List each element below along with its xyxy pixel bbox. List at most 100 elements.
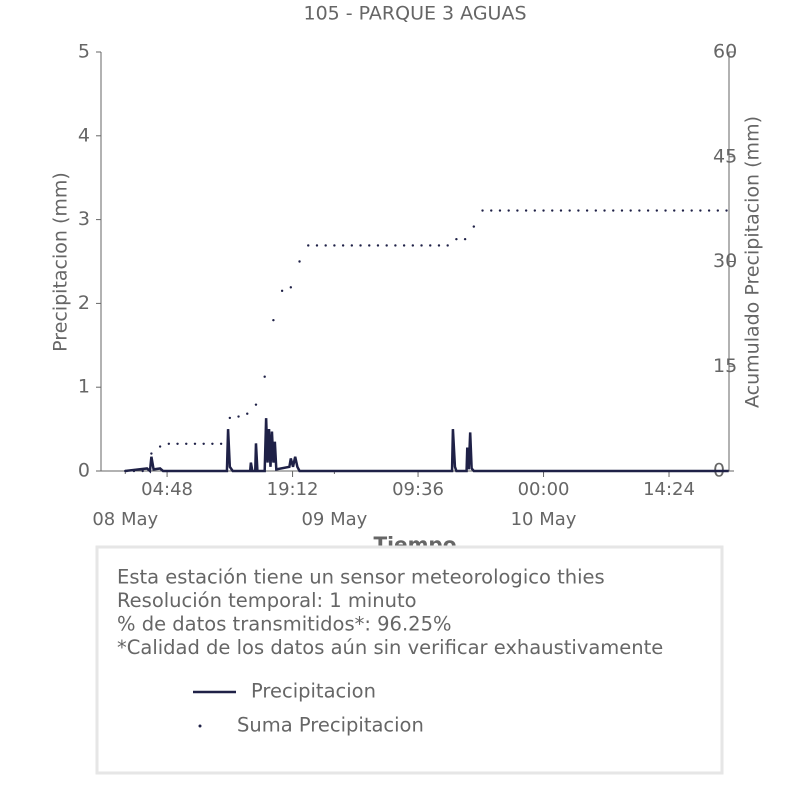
legend-label: Precipitacion xyxy=(251,680,376,703)
cumulative-dot xyxy=(341,244,345,247)
cumulative-dot xyxy=(664,209,667,212)
cumulative-dot xyxy=(446,244,449,247)
cumulative-dot xyxy=(246,412,249,415)
x-date-label: 09 May xyxy=(301,509,367,530)
y2-tick-label: 30 xyxy=(713,250,737,272)
cumulative-dot xyxy=(376,244,380,247)
cumulative-dot xyxy=(516,209,519,212)
cumulative-dot xyxy=(315,244,319,247)
cumulative-dot xyxy=(429,244,432,247)
cumulative-dot xyxy=(463,237,467,241)
cumulative-dot xyxy=(699,209,702,212)
cumulative-dot xyxy=(612,209,615,212)
cumulative-dot xyxy=(359,244,362,247)
chart-title: 105 - PARQUE 3 AGUAS xyxy=(303,3,526,25)
cumulative-dot xyxy=(202,442,205,445)
info-line: Resolución temporal: 1 minuto xyxy=(117,589,417,612)
cumulative-dot xyxy=(185,442,188,445)
cumulative-dot xyxy=(272,318,275,322)
cumulative-dot xyxy=(707,209,711,212)
y-tick-label: 3 xyxy=(78,208,90,230)
cumulative-dot xyxy=(385,244,388,247)
cumulative-dot xyxy=(211,442,214,445)
cumulative-dot xyxy=(603,209,606,212)
y-tick-label: 4 xyxy=(78,124,90,146)
cumulative-dot xyxy=(176,442,179,445)
cumulative-dot xyxy=(681,209,685,212)
cumulative-dot xyxy=(394,244,397,247)
cumulative-dot xyxy=(498,209,502,212)
info-box xyxy=(95,545,724,775)
cumulative-dot xyxy=(481,209,484,212)
info-line: Esta estación tiene un sensor meteorolog… xyxy=(117,566,605,589)
y-tick-label: 1 xyxy=(78,376,90,398)
cumulative-dot xyxy=(629,209,632,212)
cumulative-dot xyxy=(716,209,720,212)
y-tick-label: 0 xyxy=(78,460,90,482)
cumulative-dot xyxy=(132,469,136,473)
cumulative-dot xyxy=(402,244,406,247)
cumulative-dot xyxy=(490,209,493,212)
cumulative-dot xyxy=(533,209,537,212)
y2-tick-label: 45 xyxy=(713,145,737,167)
cumulative-dot xyxy=(150,452,153,455)
cumulative-dot xyxy=(690,209,693,212)
cumulative-dot xyxy=(298,260,301,263)
cumulative-dot xyxy=(263,375,266,378)
y2-tick-label: 15 xyxy=(713,355,737,377)
cumulative-dot xyxy=(333,244,336,247)
cumulative-dot xyxy=(368,244,371,247)
legend-label: Suma Precipitacion xyxy=(237,714,424,737)
cumulative-dot xyxy=(219,442,223,445)
cumulative-dot xyxy=(350,244,354,247)
cumulative-dot xyxy=(638,209,641,212)
cumulative-dot xyxy=(725,209,728,212)
legend-swatch xyxy=(198,724,202,728)
cumulative-dot xyxy=(289,286,293,289)
cumulative-dot xyxy=(124,469,127,473)
cumulative-dot xyxy=(655,209,659,212)
y-axis-label: Precipitacion (mm) xyxy=(50,172,72,352)
cumulative-dot xyxy=(455,237,458,241)
x-tick-label: 14:24 xyxy=(643,479,695,500)
cumulative-dot xyxy=(167,442,171,445)
cumulative-dot xyxy=(280,289,284,293)
cumulative-dot xyxy=(472,225,476,228)
cumulative-dot xyxy=(141,469,144,473)
cumulative-dot xyxy=(228,416,232,420)
cumulative-dot xyxy=(551,209,554,212)
cumulative-dot xyxy=(620,209,624,212)
info-line: % de datos transmitidos*: 96.25% xyxy=(117,613,452,636)
cumulative-dot xyxy=(420,244,423,247)
cumulative-dot xyxy=(673,209,676,212)
cumulative-dot xyxy=(542,209,545,212)
x-tick-label: 00:00 xyxy=(518,479,570,500)
y2-tick-label: 60 xyxy=(713,41,737,63)
cumulative-dot xyxy=(158,445,162,448)
x-tick-label: 19:12 xyxy=(267,479,319,500)
cumulative-dot xyxy=(568,209,571,212)
precip-line xyxy=(125,418,729,474)
x-tick-label: 09:36 xyxy=(392,479,444,500)
cumulative-dot xyxy=(577,209,580,212)
cumulative-dot xyxy=(507,209,510,212)
cumulative-dot xyxy=(411,244,415,247)
y-tick-label: 5 xyxy=(78,41,90,63)
cumulative-dot xyxy=(524,209,528,212)
x-date-label: 08 May xyxy=(92,509,158,530)
cumulative-dot xyxy=(237,415,240,418)
x-date-label: 10 May xyxy=(511,509,577,530)
cumulative-dot xyxy=(324,244,327,247)
cumulative-dot xyxy=(559,209,563,212)
cumulative-dot xyxy=(437,244,441,247)
cumulative-dot xyxy=(594,209,598,212)
cumulative-dot xyxy=(646,209,650,212)
y2-axis-label: Acumulado Precipitacion (mm) xyxy=(742,116,764,408)
y-tick-label: 2 xyxy=(78,292,90,314)
info-line: *Calidad de los datos aún sin verificar … xyxy=(117,636,663,659)
cumulative-dot xyxy=(585,209,589,212)
cumulative-dot xyxy=(193,442,197,445)
cumulative-dot xyxy=(254,403,258,406)
cumulative-dot xyxy=(307,244,310,247)
